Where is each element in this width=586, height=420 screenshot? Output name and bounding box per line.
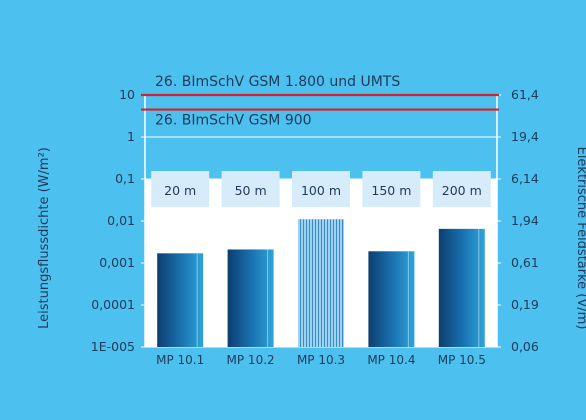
right-tick-label: 1,94 <box>511 213 539 228</box>
distance-box <box>151 171 210 207</box>
left-tick-label: 0,001 <box>99 255 135 270</box>
left-tick-label: 0,0001 <box>91 297 135 312</box>
limit-line-label: 26. BImSchV GSM 900 <box>155 113 312 129</box>
distance-boxes: 20 m 50 m 100 m 150 m 200 m <box>151 171 491 207</box>
bar <box>157 253 204 347</box>
distance-box <box>432 171 491 207</box>
bar <box>298 219 344 347</box>
left-tick-label: 1E-005 <box>91 339 135 354</box>
category-label: MP 10.2 <box>227 353 275 367</box>
left-tick-label: 0,01 <box>107 213 135 228</box>
limit-lines: 26. BImSchV GSM 1.800 und UMTS 26. BImSch… <box>141 74 499 129</box>
left-tick-label: 10 <box>119 87 135 102</box>
category-label: MP 10.4 <box>367 353 415 367</box>
right-tick-label: 0,06 <box>511 339 539 354</box>
distance-label: 20 m <box>164 183 196 198</box>
left-tick-label: 1 <box>127 129 135 144</box>
distance-label: 200 m <box>442 183 482 198</box>
bar <box>227 249 274 347</box>
category-label: MP 10.5 <box>438 353 486 367</box>
tick-labels: 10 1 0,1 0,01 0,001 0,0001 1E-005 61,4 19,4 6,14 1… <box>91 87 539 354</box>
category-label: MP 10.3 <box>297 353 345 367</box>
distance-box <box>362 171 421 207</box>
y-axis-label-right: Elektrische Feldstärke (V/m) <box>574 147 586 330</box>
y-axis-label-left: Leistungsflussdichte (W/m²) <box>37 147 52 329</box>
distance-box <box>221 171 280 207</box>
distance-label: 50 m <box>235 183 267 198</box>
bar <box>438 228 485 347</box>
category-labels: MP 10.1 MP 10.2 MP 10.3 MP 10.4 MP 10.5 <box>156 353 486 367</box>
bars <box>157 219 485 347</box>
distance-label: 100 m <box>301 183 341 198</box>
right-tick-label: 61,4 <box>511 87 539 102</box>
distance-label: 150 m <box>371 183 411 198</box>
distance-box <box>292 171 350 207</box>
right-tick-label: 6,14 <box>511 171 539 186</box>
left-tick-label: 0,1 <box>115 171 135 186</box>
right-tick-label: 19,4 <box>511 129 539 144</box>
right-tick-label: 0,19 <box>511 297 539 312</box>
bar <box>368 251 415 347</box>
right-tick-label: 0,61 <box>511 255 539 270</box>
category-label: MP 10.1 <box>156 353 204 367</box>
limit-line-label: 26. BImSchV GSM 1.800 und UMTS <box>155 74 400 90</box>
